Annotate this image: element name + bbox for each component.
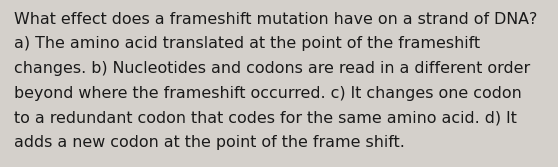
Text: changes. b) Nucleotides and codons are read in a different order: changes. b) Nucleotides and codons are r…: [14, 61, 530, 76]
Text: to a redundant codon that codes for the same amino acid. d) It: to a redundant codon that codes for the …: [14, 111, 517, 126]
Text: What effect does a frameshift mutation have on a strand of DNA?: What effect does a frameshift mutation h…: [14, 12, 537, 27]
Text: beyond where the frameshift occurred. c) It changes one codon: beyond where the frameshift occurred. c)…: [14, 86, 522, 101]
Text: a) The amino acid translated at the point of the frameshift: a) The amino acid translated at the poin…: [14, 36, 480, 51]
Text: adds a new codon at the point of the frame shift.: adds a new codon at the point of the fra…: [14, 135, 405, 150]
